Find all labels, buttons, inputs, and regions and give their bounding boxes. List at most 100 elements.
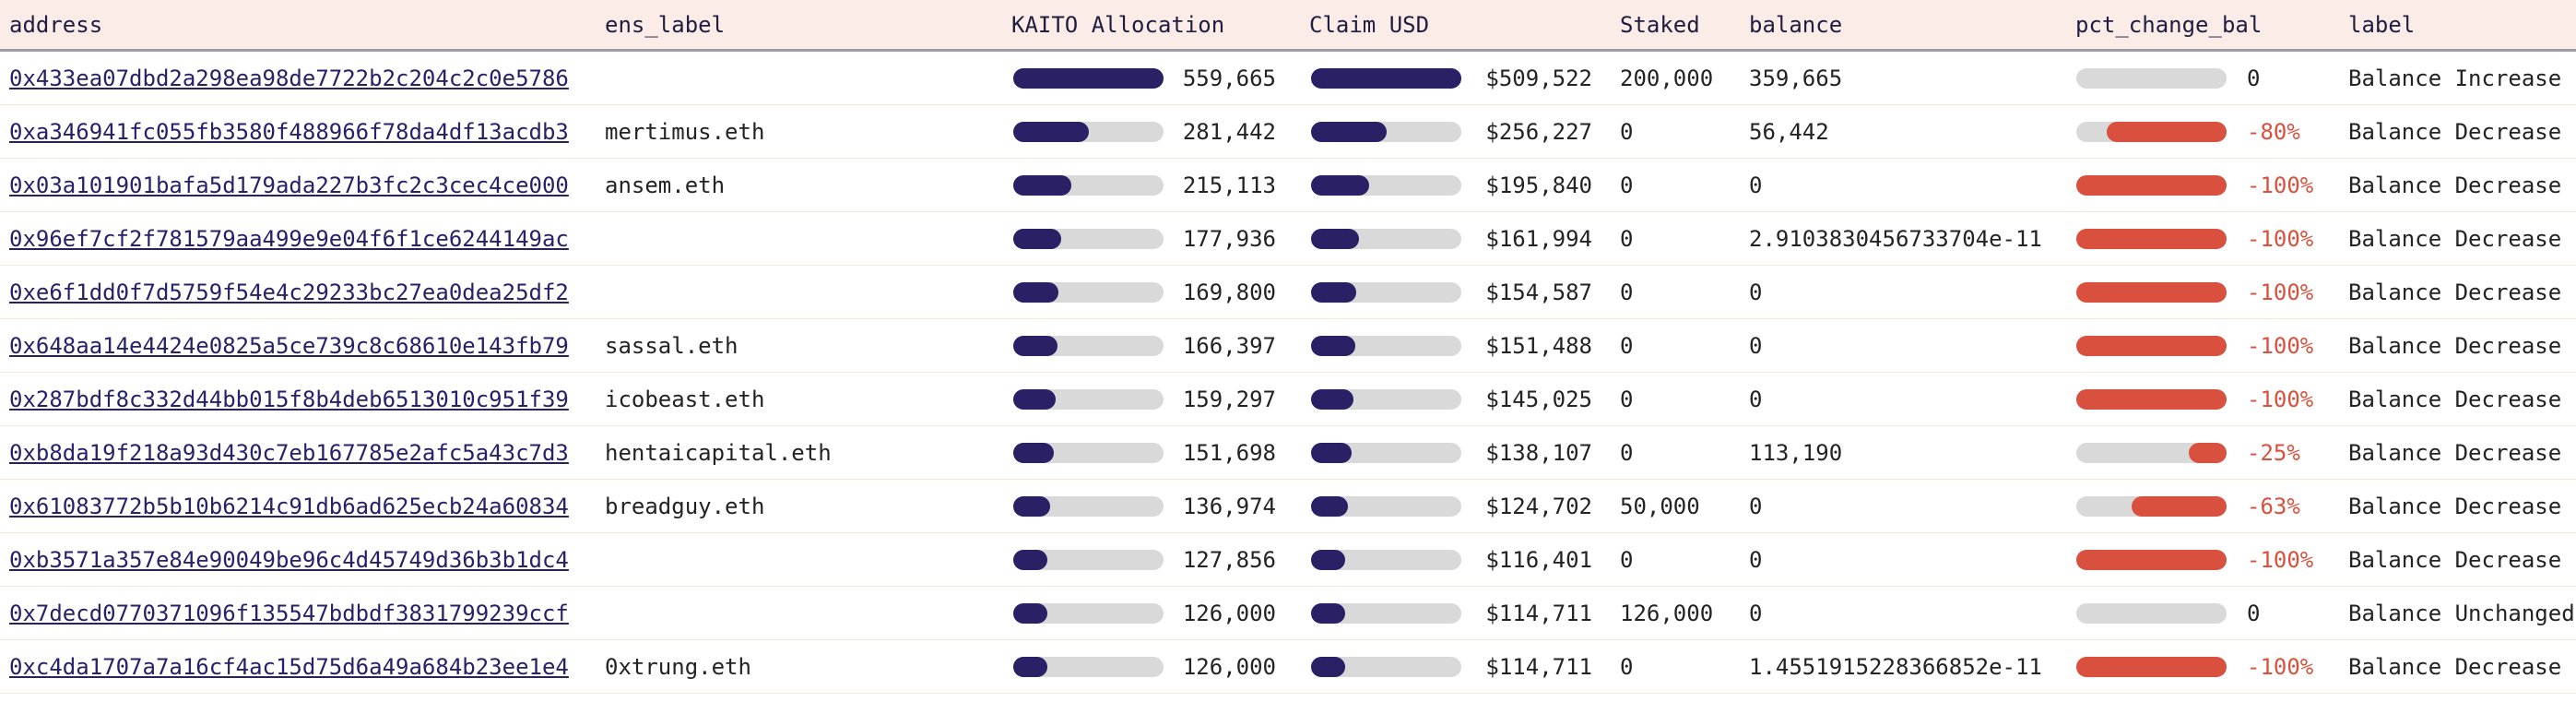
pct-change-value: 0: [2247, 65, 2261, 91]
pct-change-bar: [2076, 495, 2227, 517]
address-link[interactable]: 0x03a101901bafa5d179ada227b3fc2c3cec4ce0…: [9, 172, 569, 198]
label-value: Balance Decrease: [2348, 279, 2562, 305]
pct-change-value: -63%: [2247, 493, 2300, 519]
label-value: Balance Decrease: [2348, 172, 2562, 198]
column-header-staked: Staked: [1620, 11, 1700, 38]
label-value: Balance Decrease: [2348, 439, 2562, 466]
pct-change-bar: [2076, 388, 2227, 410]
claim-usd-value: $114,711: [1485, 653, 1592, 680]
table-row: 0xb8da19f218a93d430c7eb167785e2afc5a43c7…: [0, 426, 2576, 480]
kaito-allocation-bar: [1013, 495, 1164, 517]
bar-fill-navy: [1311, 121, 1387, 142]
table-row: 0x61083772b5b10b6214c91db6ad625ecb24a608…: [0, 480, 2576, 533]
bar-fill-red: [2132, 495, 2227, 517]
claim-usd-value: $124,702: [1485, 493, 1592, 519]
column-header-claim-usd: Claim USD: [1309, 11, 1430, 38]
bar-fill-navy: [1013, 388, 1057, 410]
pct-change-bar: [2076, 174, 2227, 196]
kaito-allocation-value: 281,442: [1182, 118, 1276, 145]
balance-value: 0: [1749, 279, 1763, 305]
bar-fill-navy: [1311, 442, 1353, 463]
address-link[interactable]: 0xa346941fc055fb3580f488966f78da4df13acd…: [9, 118, 569, 145]
bar-fill-navy: [1013, 656, 1047, 677]
label-value: Balance Decrease: [2348, 118, 2562, 145]
pct-change-value: 0: [2247, 600, 2261, 626]
claim-usd-bar: [1311, 656, 1461, 677]
claim-usd-bar: [1311, 281, 1461, 303]
table-row: 0xb3571a357e84e90049be96c4d45749d36b3b1d…: [0, 533, 2576, 587]
table-row: 0xc4da1707a7a16cf4ac15d75d6a49a684b23ee1…: [0, 640, 2576, 694]
balance-value: 113,190: [1749, 439, 1843, 466]
table-row: 0x7decd0770371096f135547bdbdf3831799239c…: [0, 587, 2576, 640]
claim-usd-bar: [1311, 67, 1461, 89]
ens-label: breadguy.eth: [605, 493, 765, 519]
pct-change-value: -100%: [2247, 653, 2314, 680]
claim-usd-bar: [1311, 549, 1461, 570]
pct-change-value: -100%: [2247, 172, 2314, 198]
kaito-allocation-bar: [1013, 228, 1164, 249]
address-link[interactable]: 0x61083772b5b10b6214c91db6ad625ecb24a608…: [9, 493, 569, 519]
claim-usd-bar: [1311, 174, 1461, 196]
bar-fill-navy: [1311, 174, 1369, 196]
kaito-allocation-bar: [1013, 174, 1164, 196]
pct-change-value: -100%: [2247, 225, 2314, 252]
claim-usd-value: $154,587: [1485, 279, 1592, 305]
label-value: Balance Decrease: [2348, 493, 2562, 519]
bar-fill-navy: [1013, 602, 1047, 624]
bar-fill-red: [2076, 281, 2227, 303]
address-link[interactable]: 0xc4da1707a7a16cf4ac15d75d6a49a684b23ee1…: [9, 653, 569, 680]
kaito-allocation-value: 166,397: [1182, 332, 1276, 359]
column-header-pct-change-bal: pct_change_bal: [2075, 11, 2263, 38]
pct-change-bar: [2076, 281, 2227, 303]
pct-change-value: -100%: [2247, 332, 2314, 359]
address-link[interactable]: 0x648aa14e4424e0825a5ce739c8c68610e143fb…: [9, 332, 569, 359]
bar-fill-navy: [1311, 388, 1354, 410]
kaito-allocation-value: 136,974: [1182, 493, 1276, 519]
pct-change-bar: [2076, 335, 2227, 356]
pct-change-bar: [2076, 656, 2227, 677]
claim-usd-value: $256,227: [1485, 118, 1592, 145]
claim-usd-value: $195,840: [1485, 172, 1592, 198]
kaito-allocation-value: 169,800: [1182, 279, 1276, 305]
column-header-label: label: [2348, 11, 2416, 38]
pct-change-bar: [2076, 549, 2227, 570]
bar-fill-red: [2076, 228, 2227, 249]
address-link[interactable]: 0x7decd0770371096f135547bdbdf3831799239c…: [9, 600, 569, 626]
kaito-allocation-bar: [1013, 67, 1164, 89]
kaito-allocation-bar: [1013, 602, 1164, 624]
bar-fill-red: [2106, 121, 2227, 142]
address-link[interactable]: 0x96ef7cf2f781579aa499e9e04f6f1ce6244149…: [9, 225, 569, 252]
claim-usd-bar: [1311, 442, 1461, 463]
label-value: Balance Decrease: [2348, 386, 2562, 412]
address-link[interactable]: 0x433ea07dbd2a298ea98de7722b2c204c2c0e57…: [9, 65, 569, 91]
column-header-kaito-allocation: KAITO Allocation: [1011, 11, 1225, 38]
pct-change-value: -25%: [2247, 439, 2300, 466]
table-header-row: address ens_label KAITO Allocation Claim…: [0, 0, 2576, 52]
address-link[interactable]: 0xb3571a357e84e90049be96c4d45749d36b3b1d…: [9, 546, 569, 573]
claim-usd-bar: [1311, 388, 1461, 410]
table-row: 0xe6f1dd0f7d5759f54e4c29233bc27ea0dea25d…: [0, 266, 2576, 319]
kaito-allocation-bar: [1013, 656, 1164, 677]
address-link[interactable]: 0xb8da19f218a93d430c7eb167785e2afc5a43c7…: [9, 439, 569, 466]
kaito-allocation-bar: [1013, 335, 1164, 356]
bar-fill-red: [2076, 174, 2227, 196]
address-link[interactable]: 0xe6f1dd0f7d5759f54e4c29233bc27ea0dea25d…: [9, 279, 569, 305]
bar-fill-navy: [1311, 656, 1345, 677]
label-value: Balance Decrease: [2348, 332, 2562, 359]
bar-fill-navy: [1013, 335, 1058, 356]
claim-usd-value: $145,025: [1485, 386, 1592, 412]
claim-usd-bar: [1311, 335, 1461, 356]
kaito-allocation-value: 177,936: [1182, 225, 1276, 252]
balance-value: 0: [1749, 546, 1763, 573]
bar-fill-navy: [1311, 602, 1345, 624]
bar-fill-navy: [1013, 121, 1089, 142]
kaito-allocation-bar: [1013, 549, 1164, 570]
ens-label: mertimus.eth: [605, 118, 765, 145]
kaito-allocation-value: 151,698: [1182, 439, 1276, 466]
ens-label: 0xtrung.eth: [605, 653, 751, 680]
address-link[interactable]: 0x287bdf8c332d44bb015f8b4deb6513010c951f…: [9, 386, 569, 412]
claim-usd-value: $114,711: [1485, 600, 1592, 626]
column-header-balance: balance: [1749, 11, 1843, 38]
bar-fill-navy: [1013, 495, 1050, 517]
pct-change-value: -100%: [2247, 546, 2314, 573]
